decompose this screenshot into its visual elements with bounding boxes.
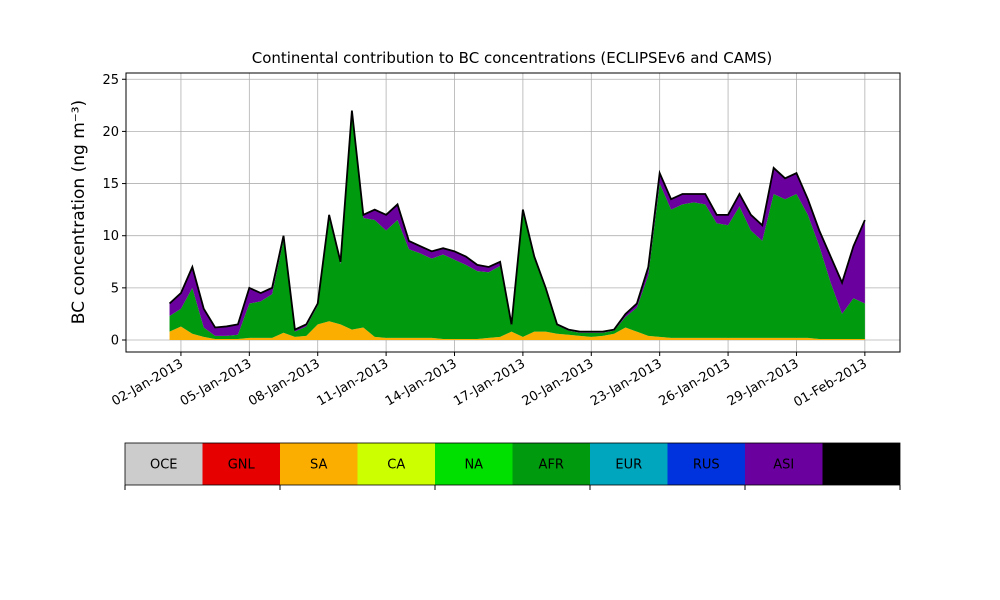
legend-swatch <box>125 443 203 485</box>
x-tick-label: 17-Jan-2013 <box>451 356 528 409</box>
y-axis-label: BC concentration (ng m⁻³) <box>69 100 89 324</box>
legend-swatch <box>667 443 745 485</box>
area <box>169 110 865 336</box>
legend-swatch <box>280 443 358 485</box>
x-tick-label: 20-Jan-2013 <box>520 356 597 409</box>
legend-swatch <box>512 443 590 485</box>
legend-label: CA <box>387 458 405 473</box>
y-tick-label: 0 <box>111 334 119 349</box>
y-tick-label: 15 <box>102 177 119 192</box>
total-outline <box>168 110 866 333</box>
x-tick-label: 05-Jan-2013 <box>178 356 255 409</box>
x-tick-label: 29-Jan-2013 <box>725 356 802 409</box>
legend-label: AFR <box>539 458 564 473</box>
y-tick-label: 20 <box>102 125 119 140</box>
x-tick-label: 23-Jan-2013 <box>588 356 665 409</box>
legend-swatch <box>822 443 900 485</box>
plot-frame <box>125 72 901 353</box>
area <box>169 321 865 341</box>
y-tick-label: 5 <box>111 281 119 296</box>
y-tick-label: 10 <box>102 229 119 244</box>
legend-label: NA <box>464 458 483 473</box>
chart-title: Continental contribution to BC concentra… <box>252 49 773 67</box>
x-tick-label: 01-Feb-2013 <box>791 356 870 410</box>
legend-label: RUS <box>693 458 720 473</box>
x-tick-label: 08-Jan-2013 <box>246 356 323 409</box>
legend-swatch <box>202 443 280 485</box>
legend-label: GNL <box>228 458 256 473</box>
legend-swatch <box>745 443 823 485</box>
x-tick-label: 11-Jan-2013 <box>315 356 392 409</box>
legend-label: SA <box>310 458 327 473</box>
legend-label: OCE <box>150 458 178 473</box>
legend-label: EUR <box>615 458 642 473</box>
legend-label: AUS <box>848 458 875 473</box>
area <box>169 113 865 339</box>
legend-label: ASI <box>773 458 794 473</box>
x-tick-label: 26-Jan-2013 <box>656 356 733 409</box>
y-tick-label: 25 <box>102 73 119 88</box>
legend-frame <box>124 442 901 486</box>
legend-swatch <box>590 443 668 485</box>
x-tick-label: 14-Jan-2013 <box>383 356 460 409</box>
x-tick-label: 02-Jan-2013 <box>109 356 186 409</box>
legend-swatch <box>357 443 435 485</box>
legend-swatch <box>435 443 513 485</box>
